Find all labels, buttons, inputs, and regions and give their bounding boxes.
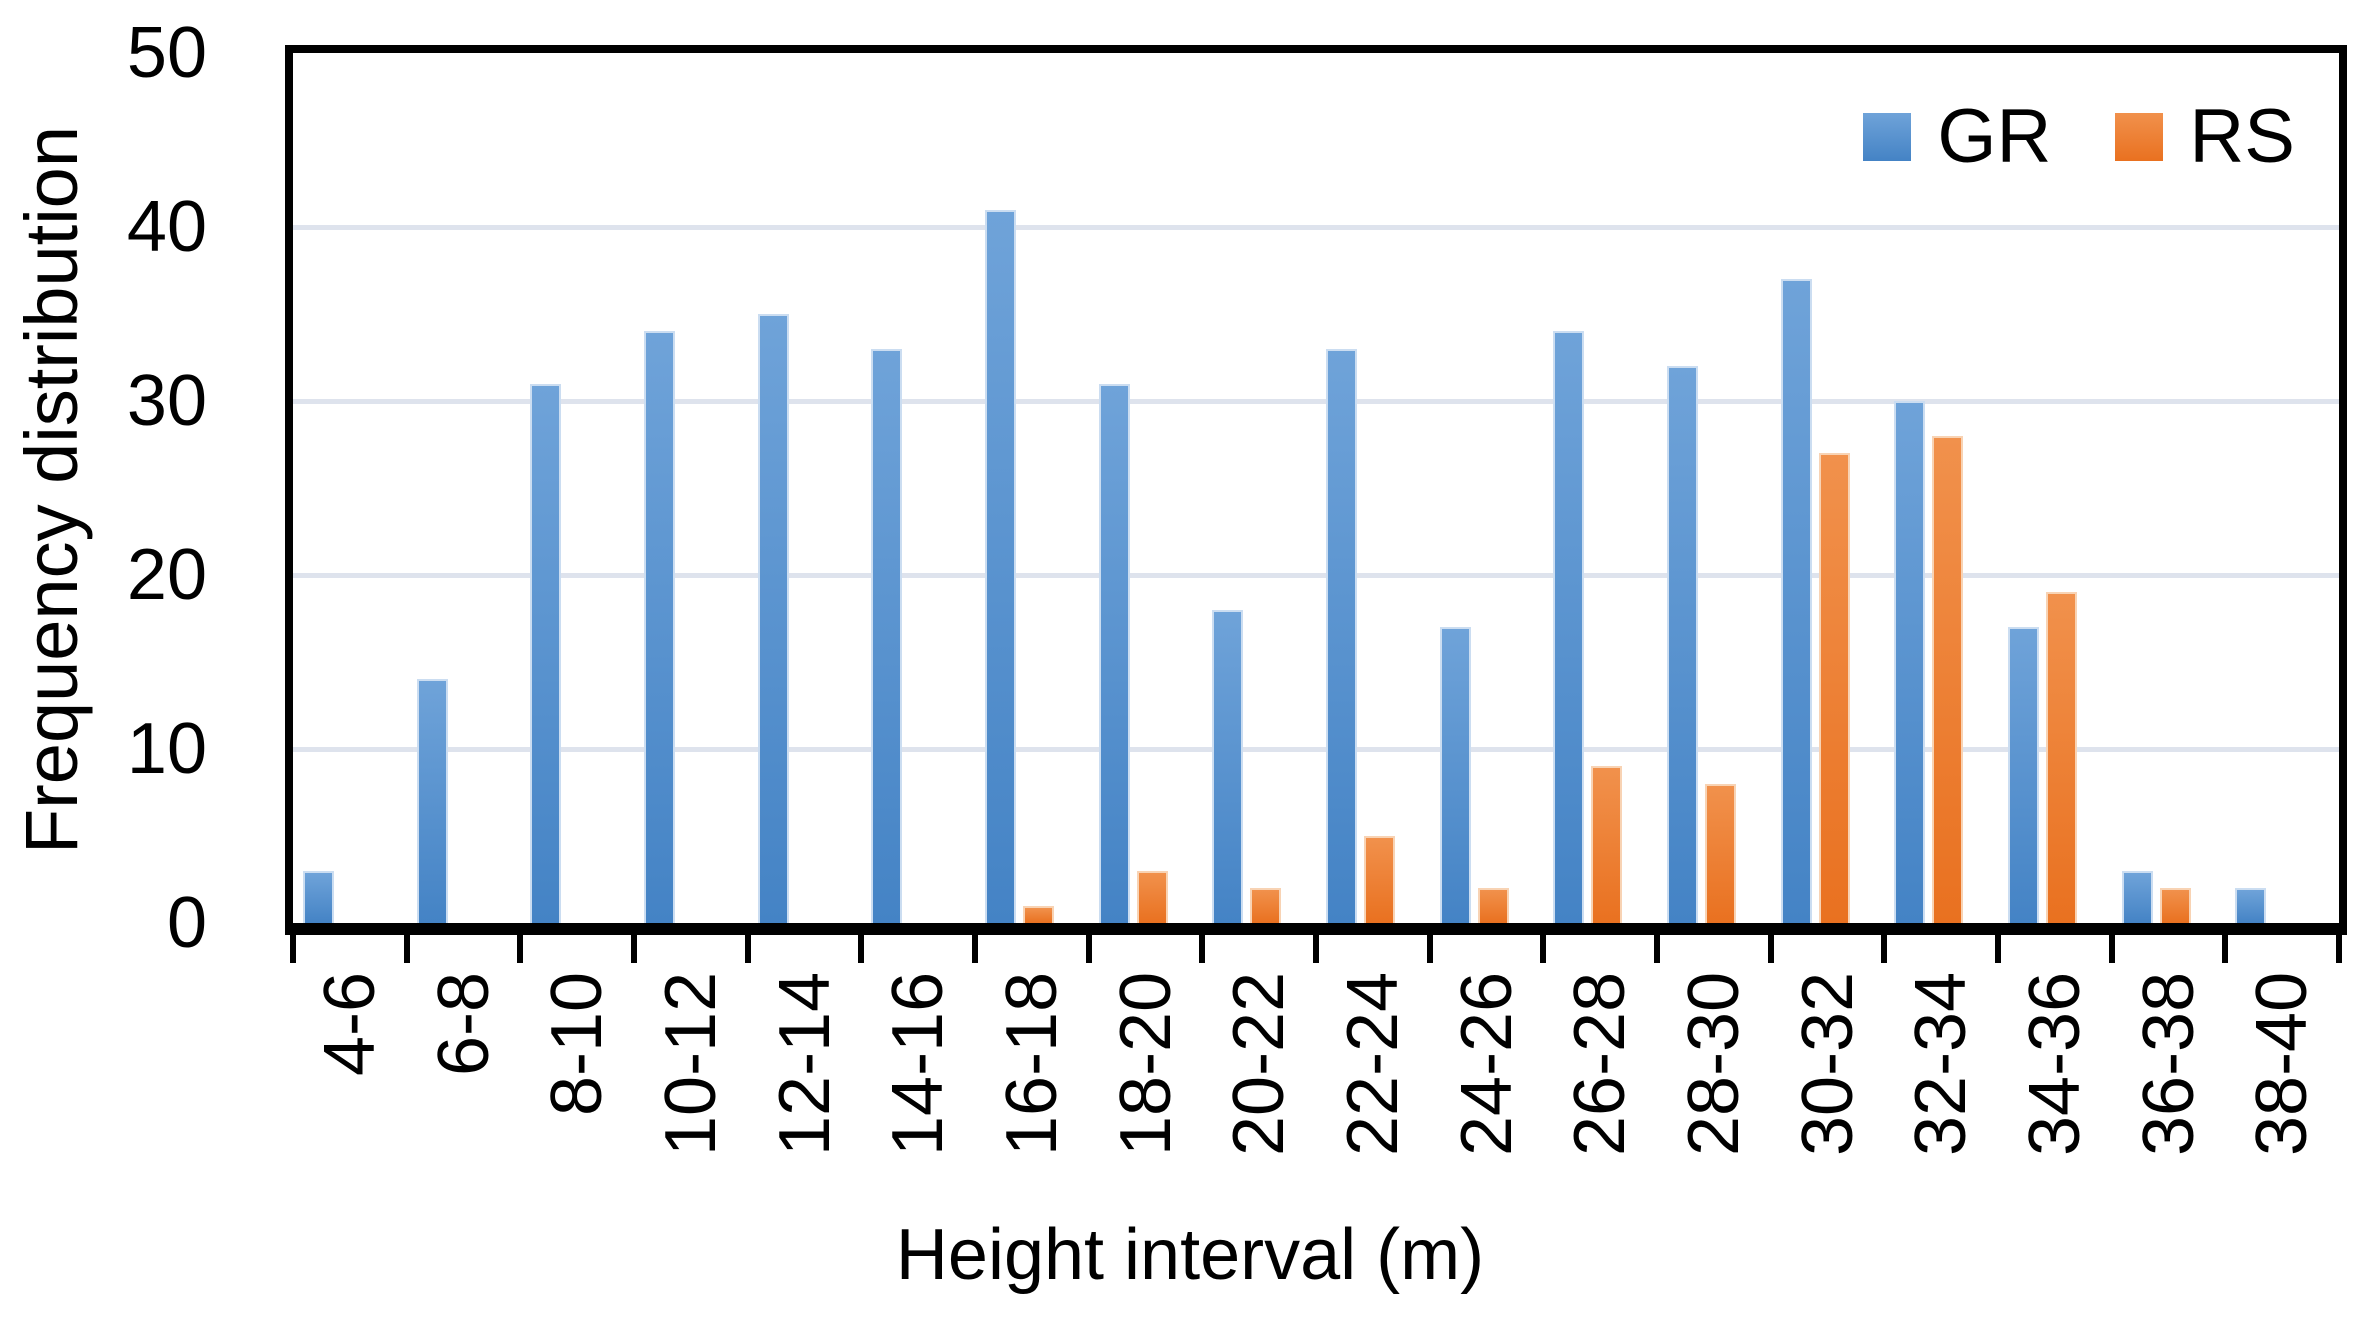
legend-item-rs: RS bbox=[2115, 99, 2295, 175]
y-tick-label-30: 30 bbox=[126, 361, 207, 441]
gridline-20 bbox=[293, 573, 2339, 578]
bar-gr-12-14 bbox=[757, 314, 789, 923]
gridline-30 bbox=[293, 399, 2339, 404]
y-tick-label-50: 50 bbox=[126, 13, 207, 93]
x-category-label-26-28: 26-28 bbox=[1560, 972, 1641, 1157]
bar-rs-20-22 bbox=[1250, 888, 1282, 923]
bar-rs-30-32 bbox=[1818, 453, 1850, 923]
x-category-label-34-36: 34-36 bbox=[2014, 972, 2095, 1157]
x-tick-15 bbox=[1995, 935, 2001, 963]
bar-rs-18-20 bbox=[1136, 870, 1168, 923]
bar-gr-14-16 bbox=[871, 348, 903, 923]
bar-gr-22-24 bbox=[1326, 348, 1357, 923]
bar-gr-34-36 bbox=[2008, 627, 2039, 923]
bar-gr-16-18 bbox=[985, 209, 1016, 923]
bar-rs-24-26 bbox=[1477, 888, 1509, 923]
x-category-label-16-18: 16-18 bbox=[991, 972, 1072, 1157]
x-category-label-18-20: 18-20 bbox=[1105, 972, 1186, 1157]
bar-gr-8-10 bbox=[530, 383, 562, 923]
x-category-label-32-34: 32-34 bbox=[1901, 972, 1982, 1157]
plot-area: GR RS bbox=[285, 45, 2347, 935]
x-category-label-12-14: 12-14 bbox=[764, 972, 845, 1157]
legend-swatch-gr bbox=[1863, 113, 1912, 161]
x-tick-1 bbox=[403, 935, 410, 963]
legend-item-gr: GR bbox=[1863, 99, 2051, 175]
legend-label-gr: GR bbox=[1937, 94, 2052, 179]
x-tick-8 bbox=[1199, 935, 1206, 963]
bar-gr-26-28 bbox=[1553, 331, 1585, 923]
x-category-label-38-40: 38-40 bbox=[2242, 972, 2323, 1157]
bar-rs-36-38 bbox=[2159, 888, 2191, 923]
x-tick-7 bbox=[1085, 935, 1092, 963]
bar-gr-20-22 bbox=[1212, 609, 1244, 923]
x-tick-0 bbox=[290, 935, 296, 963]
bar-gr-30-32 bbox=[1780, 279, 1812, 923]
x-tick-12 bbox=[1654, 935, 1660, 963]
x-tick-2 bbox=[517, 935, 524, 963]
bar-rs-32-34 bbox=[1932, 435, 1964, 923]
x-tick-17 bbox=[2222, 935, 2229, 963]
x-category-label-28-30: 28-30 bbox=[1673, 972, 1754, 1157]
bar-gr-10-12 bbox=[644, 331, 675, 923]
x-tick-16 bbox=[2108, 935, 2115, 963]
x-tick-4 bbox=[744, 935, 751, 963]
x-category-label-14-16: 14-16 bbox=[878, 972, 959, 1157]
bar-rs-16-18 bbox=[1023, 905, 1054, 923]
x-tick-13 bbox=[1767, 935, 1774, 963]
y-tick-label-10: 10 bbox=[126, 709, 207, 789]
x-category-label-6-8: 6-8 bbox=[423, 972, 504, 1077]
x-category-label-22-24: 22-24 bbox=[1332, 972, 1413, 1157]
y-tick-label-0: 0 bbox=[166, 883, 207, 963]
x-tick-5 bbox=[858, 935, 865, 963]
x-category-label-36-38: 36-38 bbox=[2128, 972, 2209, 1157]
x-tick-3 bbox=[631, 935, 637, 963]
gridline-10 bbox=[293, 747, 2339, 752]
y-tick-label-20: 20 bbox=[126, 535, 207, 615]
x-category-label-8-10: 8-10 bbox=[537, 972, 618, 1117]
legend-label-rs: RS bbox=[2189, 94, 2295, 179]
bar-rs-26-28 bbox=[1591, 766, 1623, 923]
x-tick-10 bbox=[1426, 935, 1433, 963]
legend: GR RS bbox=[1863, 99, 2295, 175]
x-tick-6 bbox=[972, 935, 978, 963]
x-tick-18 bbox=[2336, 935, 2342, 963]
x-category-label-30-32: 30-32 bbox=[1787, 972, 1868, 1157]
x-category-label-4-6: 4-6 bbox=[309, 972, 390, 1077]
x-axis-title: Height interval (m) bbox=[895, 1215, 1485, 1295]
bar-rs-28-30 bbox=[1705, 783, 1736, 923]
bar-gr-38-40 bbox=[2235, 888, 2267, 923]
gridline-40 bbox=[293, 225, 2339, 230]
gridlines-layer bbox=[293, 53, 2339, 923]
bar-gr-6-8 bbox=[416, 679, 448, 923]
bar-gr-32-34 bbox=[1894, 401, 1926, 923]
x-category-label-20-22: 20-22 bbox=[1219, 972, 1300, 1157]
x-tick-11 bbox=[1540, 935, 1547, 963]
x-tick-14 bbox=[1881, 935, 1888, 963]
bar-rs-22-24 bbox=[1364, 836, 1395, 923]
x-category-label-24-26: 24-26 bbox=[1446, 972, 1527, 1157]
bar-rs-34-36 bbox=[2046, 592, 2077, 923]
bar-gr-4-6 bbox=[303, 870, 334, 923]
bar-gr-18-20 bbox=[1098, 383, 1130, 923]
bar-gr-24-26 bbox=[1439, 627, 1471, 923]
bar-gr-36-38 bbox=[2121, 870, 2153, 923]
bars-layer bbox=[293, 53, 2339, 923]
legend-swatch-rs bbox=[2115, 113, 2164, 161]
bar-gr-28-30 bbox=[1667, 366, 1698, 923]
x-tick-9 bbox=[1313, 935, 1319, 963]
y-tick-label-40: 40 bbox=[126, 187, 207, 267]
x-category-label-10-12: 10-12 bbox=[650, 972, 731, 1157]
